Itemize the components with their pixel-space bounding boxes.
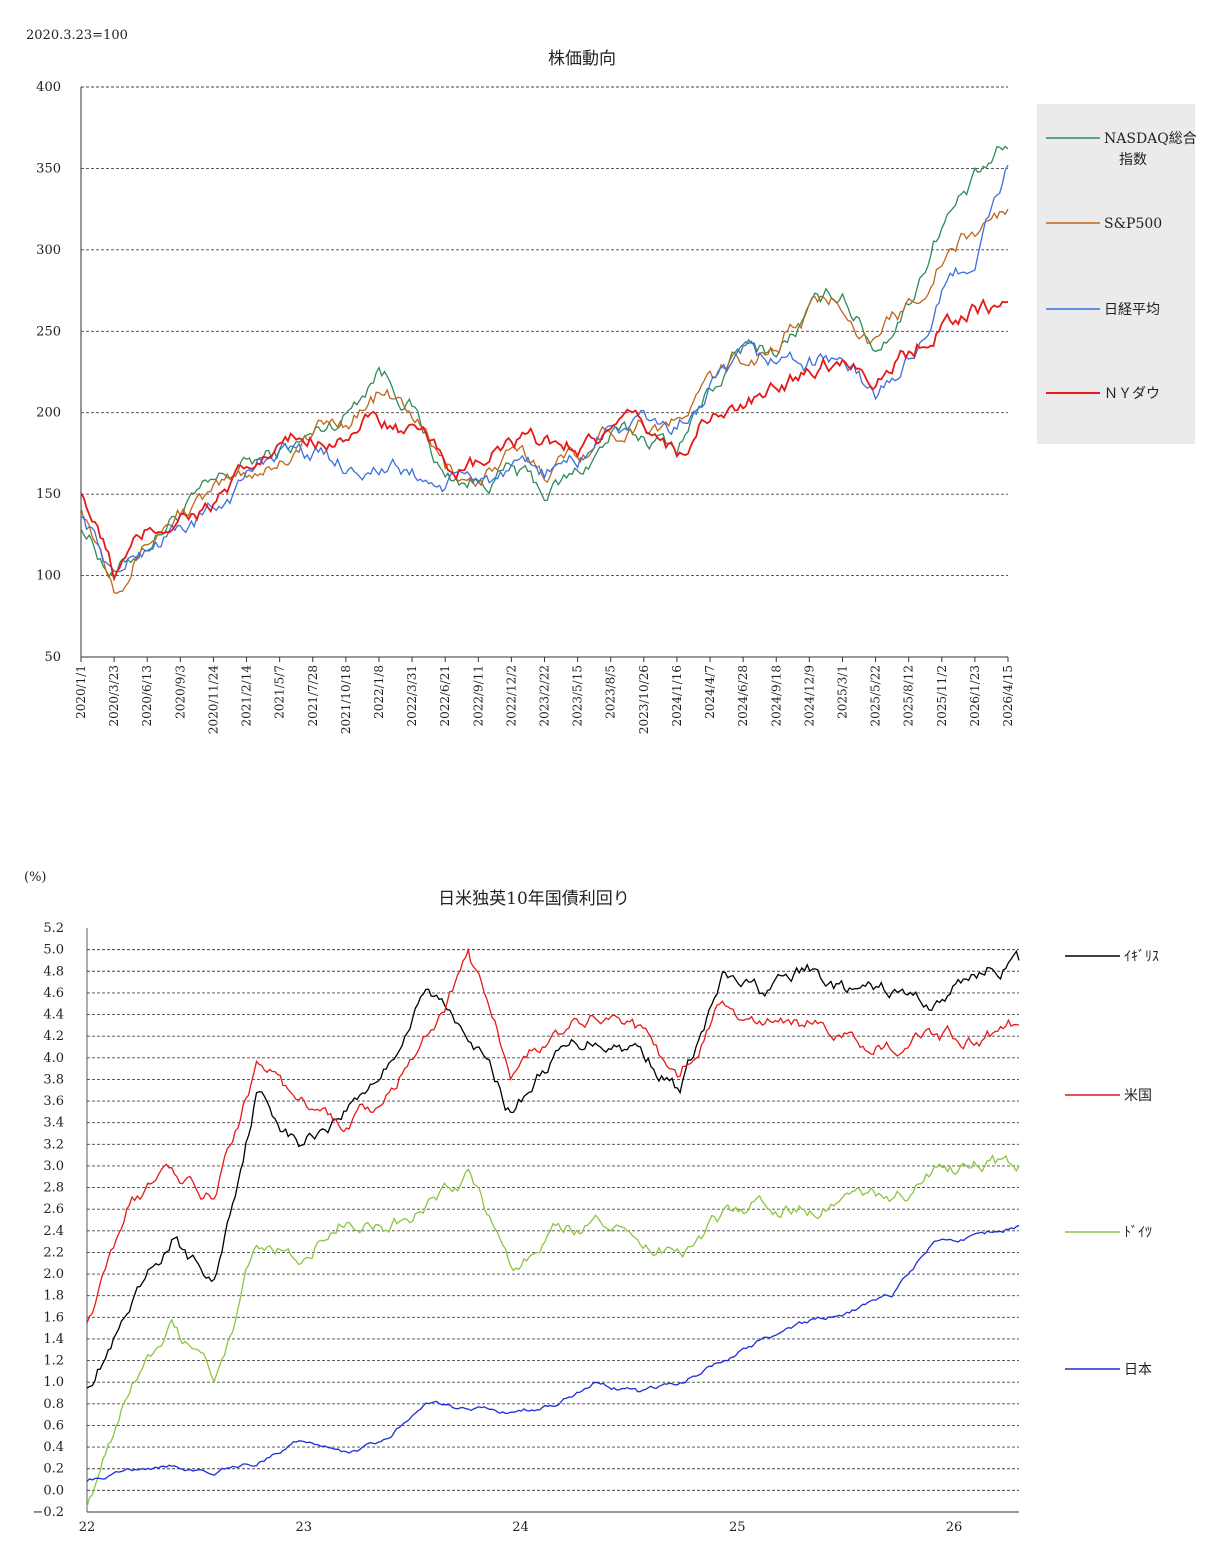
legend-box (1037, 104, 1195, 444)
y-tick-label: 4.0 (43, 1051, 64, 1066)
x-tick-label: 23 (295, 1520, 312, 1535)
chart1-note: 2020.3.23=100 (26, 28, 128, 43)
y-tick-label: 1.2 (43, 1354, 64, 1369)
y-tick-label: 2.0 (43, 1267, 64, 1282)
legend-label: 日経平均 (1104, 302, 1160, 318)
y-tick-label: 5.0 (43, 943, 64, 958)
y-tick-label: 1.8 (43, 1289, 64, 1304)
chart2-note: (%) (24, 870, 47, 885)
y-tick-label: 2.4 (43, 1224, 64, 1239)
x-tick-label: 2022/1/8 (372, 665, 386, 719)
x-tick-label: 25 (729, 1520, 746, 1535)
y-tick-label: 4.6 (43, 986, 64, 1001)
chart1-title: 株価動向 (548, 49, 616, 69)
series-line (86, 947, 1020, 1324)
legend-label: ｲｷﾞﾘｽ (1124, 949, 1159, 965)
y-tick-label: 1.6 (43, 1310, 64, 1325)
series-line (80, 145, 1009, 580)
series-line (80, 164, 1009, 573)
y-tick-label: 0.4 (43, 1440, 64, 1455)
x-tick-label: 2022/3/31 (405, 665, 419, 727)
series-line (80, 297, 1009, 582)
y-tick-label: 4.2 (43, 1029, 64, 1044)
x-tick-label: 2023/8/5 (604, 665, 618, 719)
x-tick-label: 2025/5/22 (869, 665, 883, 727)
x-tick-label: 2026/1/23 (968, 665, 982, 727)
x-tick-label: 24 (512, 1520, 529, 1535)
y-tick-label: 3.6 (43, 1094, 64, 1109)
stock-chart: 50 100 150 200 250 300 350 400 2020/1/1 2020/3/23… (36, 80, 1197, 735)
series-line (86, 1154, 1020, 1508)
x-tick-label: 2023/5/15 (571, 665, 585, 727)
x-tick-label: 26 (946, 1520, 963, 1535)
y-tick-label: 4.4 (43, 1008, 64, 1023)
y-tick-label: 4.8 (43, 964, 64, 979)
x-tick-label: 2026/4/15 (1001, 665, 1015, 727)
legend-label: S&P500 (1104, 216, 1162, 232)
x-tick-label: 2024/12/9 (802, 665, 816, 727)
y-tick-label: 1.4 (43, 1332, 64, 1347)
y-tick-label: 3.2 (43, 1137, 64, 1152)
chart2-title: 日米独英10年国債利回り (438, 889, 630, 909)
x-tick-label: 2023/10/26 (637, 665, 651, 734)
y-tick-label: 0.2 (43, 1462, 64, 1477)
legend-label: ＮＹダウ (1104, 386, 1160, 402)
bond-yield-chart: 5.2 5.0 4.8 4.6 4.4 4.2 4.0 3.8 3.6 3.4 3.2 3.0 2.8 2… (32, 921, 1159, 1535)
x-tick-label: 2020/6/13 (140, 665, 154, 727)
y-tick-label: 5.2 (43, 921, 64, 936)
x-tick-label: 2025/3/1 (835, 665, 849, 719)
x-tick-label: 2024/6/28 (736, 665, 750, 727)
y-tick-label: 200 (36, 406, 61, 421)
x-tick-label: 2024/4/7 (703, 665, 717, 719)
x-tick-label: 2025/11/2 (935, 665, 949, 727)
y-tick-label: 150 (36, 487, 61, 502)
x-tick-label: 2021/2/14 (240, 665, 254, 727)
x-tick-label: 2023/2/22 (538, 665, 552, 727)
y-tick-label: 300 (36, 243, 61, 258)
x-tick-label: 2020/11/24 (206, 665, 220, 735)
y-tick-label: 2.6 (43, 1202, 64, 1217)
series-line (80, 208, 1009, 595)
x-tick-label: 2020/1/1 (74, 665, 88, 719)
legend-label: 指数 (1119, 152, 1147, 168)
y-tick-label: −0.2 (32, 1505, 64, 1520)
x-tick-label: 2020/3/23 (107, 665, 121, 727)
y-tick-label: 100 (36, 569, 61, 584)
y-tick-label: 350 (36, 161, 61, 176)
y-tick-label: 50 (44, 650, 61, 665)
legend-label: 日本 (1124, 1362, 1152, 1378)
y-tick-label: 0.6 (43, 1418, 64, 1433)
x-tick-label: 2024/1/16 (670, 665, 684, 727)
y-tick-label: 400 (36, 80, 61, 95)
x-tick-label: 2022/6/21 (438, 665, 452, 727)
y-tick-label: 2.8 (43, 1181, 64, 1196)
y-tick-label: 0.0 (43, 1483, 64, 1498)
y-tick-label: 0.8 (43, 1397, 64, 1412)
x-tick-label: 2022/12/2 (504, 665, 518, 727)
y-tick-label: 2.2 (43, 1245, 64, 1260)
x-tick-label: 22 (79, 1520, 96, 1535)
x-tick-label: 2025/8/12 (902, 665, 916, 727)
y-tick-label: 250 (36, 324, 61, 339)
series-line (86, 1224, 1020, 1482)
x-tick-label: 2021/10/18 (339, 665, 353, 734)
legend-label: NASDAQ総合 (1104, 131, 1197, 147)
legend-label: ﾄﾞｲﾂ (1124, 1225, 1152, 1241)
series-line (86, 949, 1020, 1389)
x-tick-label: 2021/5/7 (273, 665, 287, 719)
y-tick-label: 3.4 (43, 1116, 64, 1131)
x-tick-label: 2020/9/3 (173, 665, 187, 719)
x-tick-label: 2022/9/11 (471, 665, 485, 727)
y-tick-label: 3.8 (43, 1072, 64, 1087)
legend-label: 米国 (1124, 1088, 1152, 1104)
x-tick-label: 2024/9/18 (769, 665, 783, 727)
y-tick-label: 1.0 (43, 1375, 64, 1390)
x-tick-label: 2021/7/28 (306, 665, 320, 727)
y-tick-label: 3.0 (43, 1159, 64, 1174)
